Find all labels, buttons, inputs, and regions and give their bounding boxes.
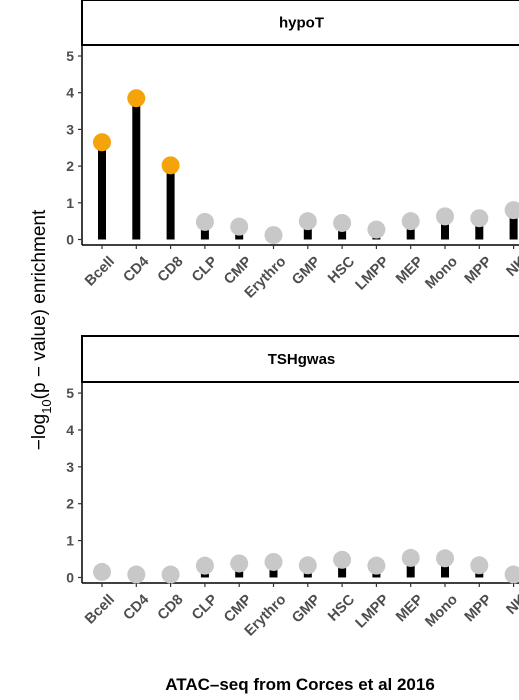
stem-MEP <box>406 557 415 578</box>
strip-TSHgwas <box>81 335 519 383</box>
point-Bcell <box>93 562 111 581</box>
x-tick-label-CD4: CD4 <box>120 254 152 286</box>
x-tick-label-GMP: GMP <box>289 253 324 288</box>
x-tick-label-CD8: CD8 <box>155 592 187 624</box>
x-tick-label-GMP: GMP <box>289 591 324 626</box>
point-CLP <box>195 212 214 231</box>
stem-Mono <box>441 558 449 578</box>
stem-Bcell <box>98 142 106 240</box>
y-axis-title-suffix: (p − value) enrichment <box>29 209 50 399</box>
y-tick-label: 1 <box>66 533 74 549</box>
x-tick-label-CLP: CLP <box>189 591 221 623</box>
y-tick-label: 2 <box>66 496 74 512</box>
point-Erythro <box>264 552 283 571</box>
point-MEP <box>401 548 420 567</box>
y-tick-label: 3 <box>66 459 74 475</box>
y-axis-title-prefix: −log <box>29 414 50 450</box>
x-tick-label-Mono: Mono <box>422 592 461 631</box>
stem-Mono <box>441 216 449 240</box>
y-axis-title-subscript: 10 <box>39 399 54 413</box>
point-CD4 <box>127 89 146 108</box>
point-MPP <box>470 556 489 575</box>
x-tick-label-MPP: MPP <box>462 591 496 625</box>
x-tick-label-LMPP: LMPP <box>353 591 393 631</box>
y-tick-label: 4 <box>66 85 74 101</box>
x-tick-label-CLP: CLP <box>189 253 221 285</box>
strip-title-hypoT: hypoT <box>279 15 324 32</box>
stem-MEP <box>406 221 415 240</box>
point-Mono <box>436 207 454 226</box>
point-NK <box>504 201 519 220</box>
point-Mono <box>436 549 454 568</box>
strip-title-TSHgwas: TSHgwas <box>268 351 336 368</box>
point-CLP <box>195 556 214 575</box>
y-tick-label: 1 <box>66 195 74 211</box>
point-GMP <box>298 212 317 231</box>
point-Bcell <box>93 133 111 152</box>
x-tick-label-MEP: MEP <box>393 591 427 625</box>
point-CMP <box>230 554 249 573</box>
point-LMPP <box>367 220 386 239</box>
y-tick-label: 5 <box>66 385 74 401</box>
point-Erythro <box>264 226 283 245</box>
y-axis-title: −log10(p − value) enrichment <box>29 209 54 450</box>
y-tick-label: 5 <box>66 48 74 64</box>
point-NK <box>504 565 519 584</box>
point-HSC <box>333 213 352 232</box>
point-HSC <box>333 550 352 569</box>
point-CD8 <box>161 156 180 175</box>
point-LMPP <box>367 556 386 575</box>
point-MEP <box>401 212 420 231</box>
stem-CD4 <box>132 98 141 240</box>
y-tick-label: 2 <box>66 158 74 174</box>
stem-MPP <box>475 218 484 240</box>
x-tick-label-CD8: CD8 <box>155 254 187 286</box>
point-GMP <box>298 556 317 575</box>
x-tick-label-Bcell: Bcell <box>82 592 118 628</box>
x-tick-label-Mono: Mono <box>422 254 461 293</box>
y-tick-label: 3 <box>66 121 74 137</box>
point-CD8 <box>161 565 180 584</box>
y-tick-label: 4 <box>66 422 74 438</box>
x-axis-title: ATAC–seq from Corces et al 2016 <box>165 675 435 694</box>
stem-CD8 <box>166 165 175 240</box>
x-tick-label-NK: NK <box>503 253 519 279</box>
strip-hypoT <box>81 0 519 46</box>
y-tick-label: 0 <box>66 569 74 585</box>
point-CD4 <box>127 565 146 584</box>
stem-NK <box>509 210 518 240</box>
x-tick-label-Bcell: Bcell <box>82 254 118 290</box>
x-tick-label-LMPP: LMPP <box>353 253 393 293</box>
point-CMP <box>230 217 249 236</box>
x-tick-label-MPP: MPP <box>462 253 496 287</box>
point-MPP <box>470 209 489 228</box>
svg-text:−log10(p − value) enrichment: −log10(p − value) enrichment <box>29 209 54 450</box>
x-tick-label-CD4: CD4 <box>120 592 152 624</box>
x-tick-label-NK: NK <box>503 591 519 617</box>
y-tick-label: 0 <box>66 231 74 247</box>
x-tick-label-MEP: MEP <box>393 253 427 287</box>
stem-GMP <box>303 221 312 240</box>
